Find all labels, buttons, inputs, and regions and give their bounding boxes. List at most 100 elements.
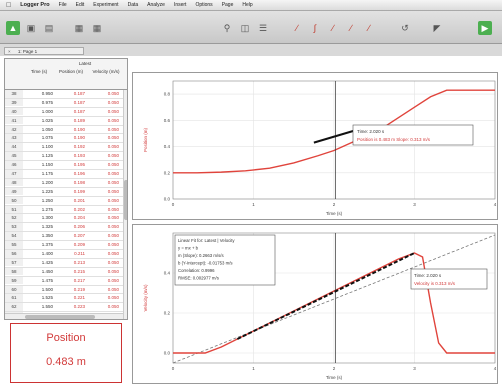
position-cell[interactable]: 0.189 [73, 117, 85, 123]
time-cell[interactable]: 1.350 [41, 233, 53, 239]
menu-data[interactable]: Data [122, 2, 139, 8]
time-cell[interactable]: 1.325 [41, 224, 53, 230]
column-header-position[interactable]: Position (m) [58, 69, 83, 74]
velocity-cell[interactable]: 0.050 [107, 268, 119, 274]
velocity-cell[interactable]: 0.050 [107, 197, 119, 203]
position-cell[interactable]: 0.221 [73, 295, 85, 301]
velocity-cell[interactable]: 0.050 [107, 99, 119, 105]
time-cell[interactable]: 1.525 [41, 295, 53, 301]
position-cell[interactable]: 0.217 [73, 277, 85, 283]
position-cell[interactable]: 0.219 [73, 286, 85, 292]
table-icon[interactable]: ▦ [74, 22, 84, 33]
velocity-cell[interactable]: 0.050 [107, 259, 119, 265]
velocity-cell[interactable]: 0.050 [107, 91, 119, 96]
position-cell[interactable]: 0.190 [73, 126, 85, 132]
position-cell[interactable]: 0.209 [73, 242, 85, 248]
position-cell[interactable]: 0.223 [73, 304, 85, 310]
table-row[interactable]: 51 1.275 0.202 0.050 [5, 205, 127, 215]
examine-box[interactable] [410, 268, 488, 290]
integral-icon[interactable]: ∫ [313, 23, 317, 33]
table-row[interactable]: 56 1.400 0.211 0.050 [5, 250, 127, 259]
graph-icon[interactable]: ▦ [92, 22, 102, 33]
plot-area[interactable] [172, 80, 496, 200]
autoscale-icon[interactable]: ◫ [240, 22, 250, 33]
velocity-cell[interactable]: 0.050 [107, 144, 119, 150]
page-selector[interactable]: × 1: Page 1 [4, 47, 84, 55]
position-cell[interactable]: 0.199 [73, 188, 85, 194]
velocity-cell[interactable]: 0.050 [107, 215, 119, 221]
velocity-cell[interactable]: 0.050 [107, 304, 119, 310]
velocity-cell[interactable]: 0.050 [107, 277, 119, 283]
menu-edit[interactable]: Edit [70, 2, 85, 8]
time-cell[interactable]: 1.375 [41, 242, 53, 248]
chart-icon[interactable]: ◤ [433, 22, 441, 33]
menu-page[interactable]: Page [216, 2, 234, 8]
table-row[interactable]: 44 1.100 0.192 0.050 [5, 143, 127, 153]
table-row[interactable]: 58 1.450 0.215 0.050 [5, 267, 127, 277]
velocity-cell[interactable]: 0.050 [107, 153, 119, 159]
time-cell[interactable]: 1.225 [41, 188, 53, 194]
menu-options[interactable]: Options [190, 2, 212, 8]
scroll-thumb[interactable] [124, 180, 127, 220]
position-cell[interactable]: 0.192 [73, 144, 85, 150]
time-cell[interactable]: 0.975 [41, 99, 53, 105]
time-cell[interactable]: 1.300 [41, 215, 53, 221]
table-row[interactable]: 62 1.550 0.223 0.050 [5, 303, 127, 313]
column-header-velocity[interactable]: Velocity (m/s) [92, 69, 120, 74]
time-cell[interactable]: 0.950 [41, 91, 53, 96]
time-cell[interactable]: 1.025 [41, 117, 53, 123]
table-row[interactable]: 55 1.375 0.209 0.050 [5, 241, 127, 251]
time-cell[interactable]: 1.400 [41, 251, 53, 257]
velocity-cell[interactable]: 0.050 [107, 242, 119, 248]
fit-icon[interactable]: ∕ [350, 23, 352, 33]
horizontal-scrollbar[interactable] [5, 313, 123, 319]
close-icon[interactable]: × [8, 49, 11, 54]
menu-file[interactable]: File [53, 2, 67, 8]
position-meter[interactable]: Position 0.483 m [10, 323, 122, 383]
curve-fit-box[interactable] [174, 234, 276, 286]
velocity-cell[interactable]: 0.050 [107, 233, 119, 239]
time-icon[interactable]: ↺ [401, 22, 409, 33]
save-icon[interactable]: ▣ [26, 22, 36, 33]
table-row[interactable]: 52 1.300 0.204 0.050 [5, 214, 127, 224]
fit-line[interactable] [172, 234, 496, 364]
velocity-cell[interactable]: 0.050 [107, 162, 119, 168]
time-cell[interactable]: 1.200 [41, 179, 53, 185]
table-row[interactable]: 60 1.500 0.219 0.050 [5, 285, 127, 295]
tangent-segment[interactable] [313, 128, 359, 144]
velocity-cell[interactable]: 0.050 [107, 251, 119, 257]
velocity-cell[interactable]: 0.050 [107, 171, 119, 177]
plot-area[interactable] [172, 232, 496, 364]
zoom-icon[interactable]: ⚲ [223, 22, 231, 33]
selected-data-segment[interactable] [236, 252, 415, 340]
table-row[interactable]: 39 0.975 0.187 0.050 [5, 98, 127, 108]
velocity-cell[interactable]: 0.050 [107, 206, 119, 212]
table-row[interactable]: 54 1.350 0.207 0.050 [5, 232, 127, 242]
apple-icon[interactable]:  [6, 2, 11, 9]
position-cell[interactable]: 0.190 [73, 135, 85, 141]
velocity-cell[interactable]: 0.050 [107, 188, 119, 194]
time-cell[interactable]: 1.275 [41, 206, 53, 212]
velocity-cell[interactable]: 0.050 [107, 224, 119, 230]
time-cell[interactable]: 1.000 [41, 108, 53, 114]
tangent-icon[interactable]: ∕ [296, 23, 298, 33]
position-cell[interactable]: 0.207 [73, 233, 85, 239]
position-cell[interactable]: 0.187 [73, 108, 85, 114]
menu-help[interactable]: Help [237, 2, 252, 8]
position-cell[interactable]: 0.198 [73, 179, 85, 185]
time-cell[interactable]: 1.250 [41, 197, 53, 203]
table-row[interactable]: 45 1.125 0.193 0.050 [5, 152, 127, 162]
curve-fit-icon[interactable]: ∕ [368, 23, 370, 33]
table-row[interactable]: 57 1.425 0.213 0.050 [5, 258, 127, 268]
velocity-cell[interactable]: 0.050 [107, 126, 119, 132]
velocity-cell[interactable]: 0.050 [107, 117, 119, 123]
table-row[interactable]: 42 1.050 0.190 0.050 [5, 125, 127, 135]
table-row[interactable]: 47 1.175 0.196 0.050 [5, 170, 127, 179]
table-row[interactable]: 61 1.525 0.221 0.050 [5, 294, 127, 304]
vertical-scrollbar[interactable] [123, 90, 127, 319]
time-cell[interactable]: 1.100 [41, 144, 53, 150]
time-cell[interactable]: 1.475 [41, 277, 53, 283]
menu-analyze[interactable]: Analyze [141, 2, 165, 8]
velocity-cell[interactable]: 0.050 [107, 108, 119, 114]
time-cell[interactable]: 1.050 [41, 126, 53, 132]
